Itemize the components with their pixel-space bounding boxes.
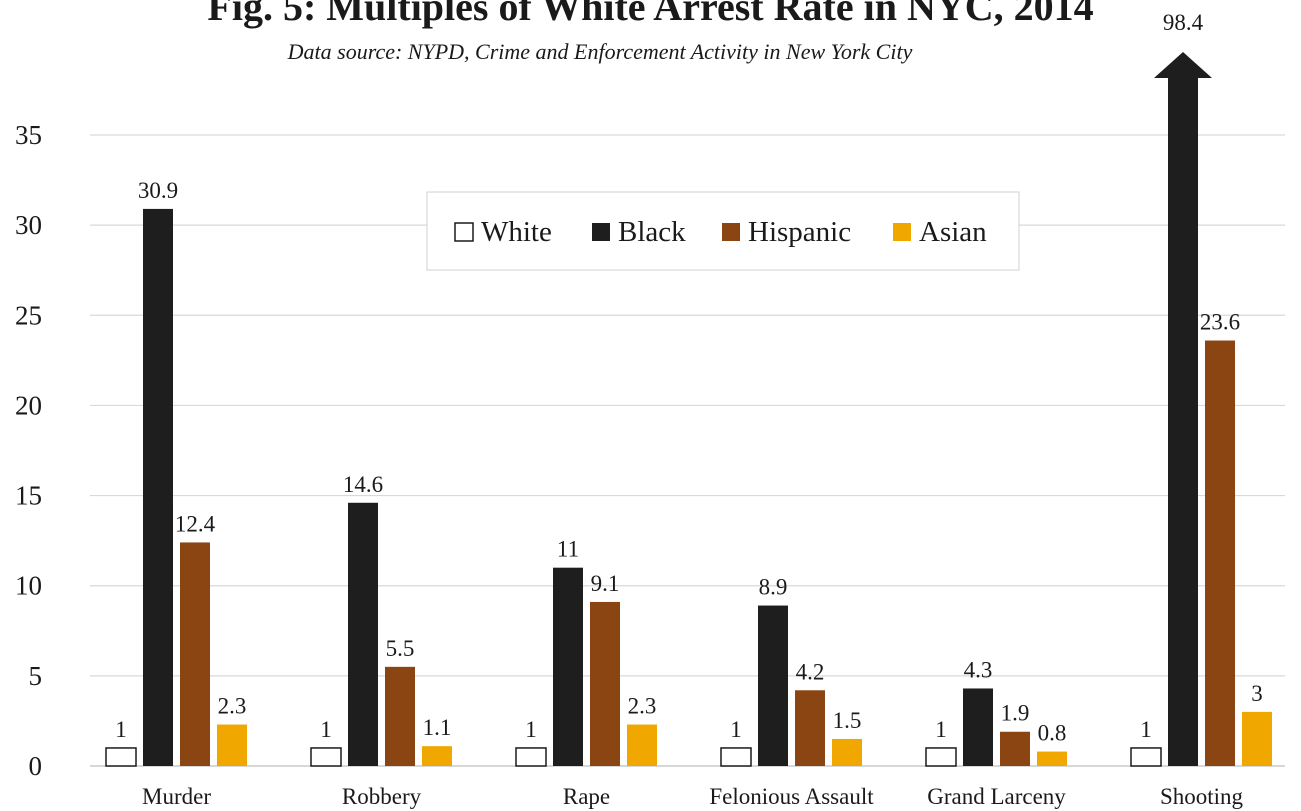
data-label: 1.9 bbox=[1001, 701, 1030, 726]
x-tick-label: Felonious Assault bbox=[709, 784, 874, 809]
legend: White Black Hispanic Asian bbox=[426, 191, 1020, 271]
overflow-arrow-icon bbox=[1154, 52, 1212, 78]
data-label: 11 bbox=[557, 537, 579, 562]
data-label: 4.2 bbox=[796, 659, 825, 684]
bar-white-grand-larceny bbox=[925, 747, 957, 767]
x-tick-label: Rape bbox=[563, 784, 610, 809]
bar-black-rape bbox=[553, 567, 583, 766]
data-label: 2.3 bbox=[628, 694, 657, 719]
bar-asian-shooting bbox=[1242, 711, 1272, 766]
bar-white-robbery bbox=[310, 747, 342, 767]
bar-white-shooting bbox=[1130, 747, 1162, 767]
y-tick-label: 20 bbox=[15, 390, 42, 420]
chart-subtitle: Data source: NYPD, Crime and Enforcement… bbox=[287, 39, 913, 64]
legend-label-black: Black bbox=[618, 216, 686, 248]
data-label: 1 bbox=[320, 717, 332, 742]
legend-label-hispanic: Hispanic bbox=[748, 216, 851, 248]
bar-black-murder bbox=[143, 208, 173, 767]
bar-white-felonious-assault bbox=[720, 747, 752, 767]
bar-white-murder bbox=[105, 747, 137, 767]
data-label: 8.9 bbox=[759, 575, 788, 600]
data-label: 23.6 bbox=[1200, 310, 1240, 335]
bar-asian-felonious-assault bbox=[832, 738, 862, 766]
bar-asian-robbery bbox=[422, 746, 452, 766]
bar-asian-rape bbox=[627, 724, 657, 766]
data-label: 1 bbox=[115, 717, 127, 742]
bar-hispanic-shooting bbox=[1205, 340, 1235, 766]
data-label: 1 bbox=[730, 717, 742, 742]
bar-black-grand-larceny bbox=[963, 688, 993, 766]
bar-black-robbery bbox=[348, 502, 378, 766]
y-tick-label: 15 bbox=[15, 481, 42, 511]
bar-asian-murder bbox=[217, 724, 247, 766]
data-label: 1.1 bbox=[423, 715, 452, 740]
bars bbox=[105, 52, 1272, 767]
data-label: 1 bbox=[935, 717, 947, 742]
legend-swatch-black bbox=[592, 223, 610, 241]
x-tick-label: Robbery bbox=[342, 784, 422, 809]
x-tick-label: Shooting bbox=[1160, 784, 1244, 809]
legend-swatch-white bbox=[454, 222, 474, 242]
y-axis-ticks: 0 5 10 15 20 25 30 35 bbox=[15, 120, 42, 781]
y-tick-label: 0 bbox=[29, 751, 43, 781]
bar-hispanic-robbery bbox=[385, 666, 415, 766]
data-label: 4.3 bbox=[964, 657, 993, 682]
legend-swatch-asian bbox=[893, 223, 911, 241]
bar-black-felonious-assault bbox=[758, 605, 788, 766]
bar-hispanic-felonious-assault bbox=[795, 690, 825, 766]
y-tick-label: 25 bbox=[15, 300, 42, 330]
y-tick-label: 5 bbox=[29, 661, 43, 691]
bar-hispanic-rape bbox=[590, 601, 620, 766]
legend-label-white: White bbox=[481, 216, 552, 248]
data-label: 1.5 bbox=[833, 708, 862, 733]
chart-title: Fig. 5: Multiples of White Arrest Rate i… bbox=[207, 0, 1094, 29]
bar-white-rape bbox=[515, 747, 547, 767]
y-tick-label: 35 bbox=[15, 120, 42, 150]
data-label: 30.9 bbox=[138, 178, 178, 203]
legend-swatch-hispanic bbox=[722, 223, 740, 241]
data-label: 14.6 bbox=[343, 472, 383, 497]
data-label: 1 bbox=[525, 717, 537, 742]
data-label: 98.4 bbox=[1163, 10, 1204, 35]
data-label: 12.4 bbox=[175, 511, 216, 536]
x-axis-categories: Murder Robbery Rape Felonious Assault Grand … bbox=[142, 784, 1244, 809]
x-tick-label: Murder bbox=[142, 784, 211, 809]
x-tick-label: Grand Larceny bbox=[927, 784, 1066, 809]
bar-black-shooting bbox=[1168, 78, 1198, 766]
legend-label-asian: Asian bbox=[919, 216, 987, 248]
data-label: 2.3 bbox=[218, 694, 247, 719]
data-label: 5.5 bbox=[386, 636, 415, 661]
y-tick-label: 10 bbox=[15, 571, 42, 601]
data-label: 9.1 bbox=[591, 571, 620, 596]
bar-asian-grand-larceny bbox=[1037, 751, 1067, 766]
data-label: 3 bbox=[1251, 681, 1263, 706]
bar-hispanic-murder bbox=[180, 542, 210, 766]
data-label: 1 bbox=[1140, 717, 1152, 742]
data-label: 0.8 bbox=[1038, 721, 1067, 746]
bar-hispanic-grand-larceny bbox=[1000, 731, 1030, 766]
y-tick-label: 30 bbox=[15, 210, 42, 240]
